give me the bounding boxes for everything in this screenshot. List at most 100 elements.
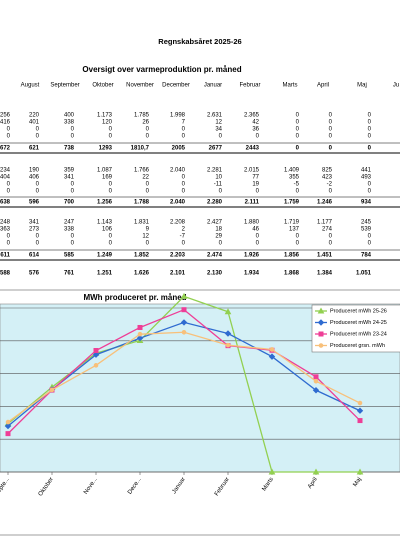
cell: 0 [146,134,150,140]
total-cell: 1.256 [97,200,113,206]
cell: 1.143 [97,220,113,226]
cell: 400 [64,113,75,119]
point [181,307,187,313]
cell: 0 [71,241,75,247]
cell: 0 [71,189,75,195]
cell: 106 [102,227,113,233]
cell: 169 [102,175,113,181]
total-cell: 2.111 [245,200,260,206]
cell: 220 [29,113,40,119]
cell: 0 [368,234,372,240]
cell: 493 [361,175,372,181]
total-cell: 1.626 [134,271,150,277]
cell: 0 [368,182,372,188]
cell: 0 [7,234,11,240]
point [136,334,144,342]
cell: 0 [219,189,223,195]
total-cell: 2.130 [207,271,223,277]
cell: 9 [146,227,150,233]
cell: 0 [7,134,11,140]
point [269,347,275,352]
cell: 10 [215,175,222,181]
cell: 12 [215,120,222,126]
cell: 341 [64,175,75,181]
cell: 539 [361,227,372,233]
cell: 0 [329,127,333,133]
column-header: August [21,83,40,89]
total-cell: 0 [329,146,333,152]
total-cell: 2.101 [170,271,186,277]
point [312,468,320,475]
cell: 120 [102,120,113,126]
cell: 0 [368,241,372,247]
total-cell: 784 [361,253,372,259]
cell: 0 [7,127,11,133]
cell: 0 [182,182,186,188]
column-header: Ju [393,83,399,89]
x-tick-label: Maj [352,477,362,488]
cell: 12 [142,234,149,240]
cell: 0 [256,134,260,140]
cell: 19 [252,182,259,188]
point [313,378,319,384]
total-cell: 596 [29,200,40,206]
cell: 274 [322,227,333,233]
cell: 0 [109,127,113,133]
total-cell: 761 [64,271,75,277]
cell: -5 [294,182,300,188]
cell: 256 [0,113,11,119]
cell: 46 [252,227,259,233]
cell: 1.831 [134,220,150,226]
cell: 1.880 [244,220,260,226]
cell: 423 [322,175,333,181]
point [268,468,276,475]
total-cell: 1.451 [317,253,333,259]
total-cell: 1.926 [244,253,260,259]
point [4,422,12,430]
total-cell: 1.251 [97,271,113,277]
cell: 0 [296,134,300,140]
column-header: September [50,83,79,89]
point [180,319,188,326]
cell: 0 [146,189,150,195]
total-cell: 638 [0,200,11,206]
total-cell: 1.934 [244,271,260,277]
cell: 18 [215,227,222,233]
cell: 341 [29,220,40,226]
cell: 0 [256,189,260,195]
point [356,407,364,414]
column-header: Februar [239,83,260,89]
cell: 0 [109,182,113,188]
point [317,307,325,314]
column-header: Januar [204,83,222,89]
total-cell: 1.856 [284,253,300,259]
cell: 0 [368,127,372,133]
cell: 0 [146,182,150,188]
total-cell: 2.040 [170,200,186,206]
cell: 0 [296,189,300,195]
cell: 0 [71,182,75,188]
cell: 0 [182,134,186,140]
cell: 0 [219,134,223,140]
cell: 0 [329,113,333,119]
point [93,348,99,354]
cell: 0 [182,241,186,247]
cell: 26 [142,120,149,126]
cell: 355 [289,175,300,181]
cell: 1.719 [284,220,300,226]
cell: 0 [296,113,300,119]
point [312,387,320,394]
cell: 0 [329,241,333,247]
cell: 0 [256,241,260,247]
cell: 2 [182,227,186,233]
cell: 2.281 [207,168,223,174]
column-header: April [317,83,329,89]
cell: 0 [182,189,186,195]
cell: 2.631 [207,113,223,119]
cell: -11 [214,182,223,188]
total-cell: 611 [0,253,10,259]
cell: 1.087 [97,168,113,174]
total-cell: 1293 [99,146,113,152]
cell: 0 [7,182,11,188]
